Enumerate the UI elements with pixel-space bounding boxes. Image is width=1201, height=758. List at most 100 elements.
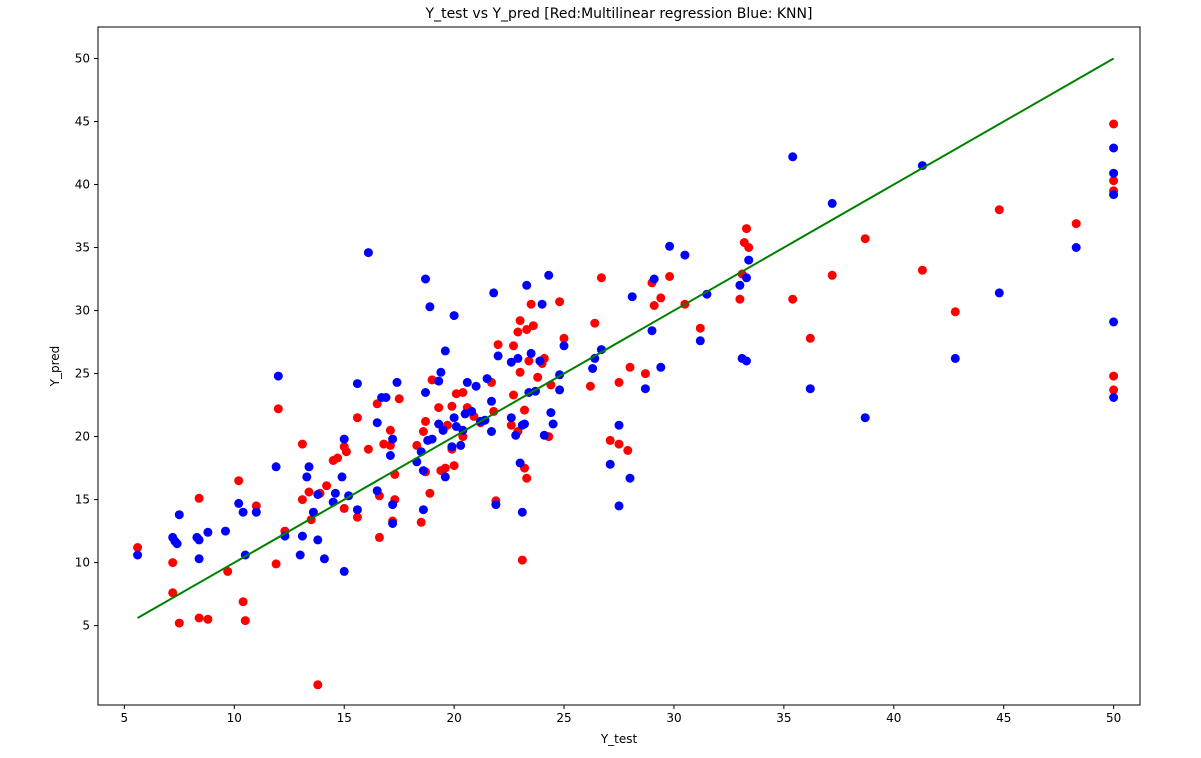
data-point xyxy=(434,376,444,386)
x-tick-label: 10 xyxy=(227,711,242,725)
data-point xyxy=(585,381,595,391)
data-point xyxy=(680,250,690,260)
data-point xyxy=(950,353,960,363)
data-point xyxy=(555,297,565,307)
data-point xyxy=(174,510,184,520)
data-point xyxy=(590,318,600,328)
data-point xyxy=(372,418,382,428)
reference-line xyxy=(137,57,1115,619)
data-point xyxy=(827,198,837,208)
data-point xyxy=(1109,385,1119,395)
data-point xyxy=(203,527,213,537)
data-point xyxy=(640,384,650,394)
data-point xyxy=(535,356,545,366)
data-point xyxy=(522,280,532,290)
data-point xyxy=(522,473,532,483)
data-point xyxy=(614,501,624,511)
data-point xyxy=(273,404,283,414)
data-point xyxy=(416,517,426,527)
data-point xyxy=(695,323,705,333)
data-point xyxy=(596,273,606,283)
series-1 xyxy=(133,143,1119,576)
data-point xyxy=(647,326,657,336)
chart-title: Y_test vs Y_pred [Red:Multilinear regres… xyxy=(425,6,813,22)
data-point xyxy=(950,307,960,317)
data-point xyxy=(372,486,382,496)
data-point xyxy=(238,597,248,607)
data-point xyxy=(458,388,468,397)
data-point xyxy=(412,440,422,450)
data-point xyxy=(352,505,362,515)
data-point xyxy=(304,487,314,497)
data-point xyxy=(1109,143,1119,153)
x-axis-label: Y_test xyxy=(600,732,638,746)
data-point xyxy=(388,519,398,528)
data-point xyxy=(788,294,798,304)
y-tick-label: 30 xyxy=(75,304,90,318)
data-point xyxy=(449,311,459,321)
data-point xyxy=(520,405,529,415)
data-point xyxy=(493,340,503,350)
data-point xyxy=(625,473,635,483)
data-point xyxy=(440,463,450,473)
data-point xyxy=(297,439,307,449)
data-point xyxy=(133,543,143,552)
data-point xyxy=(487,427,496,436)
data-point xyxy=(194,613,204,623)
data-point xyxy=(273,371,283,381)
data-point xyxy=(304,462,314,472)
data-point xyxy=(805,333,815,343)
data-point xyxy=(515,458,525,468)
data-point xyxy=(493,351,503,361)
data-point xyxy=(994,288,1004,298)
data-point xyxy=(506,357,516,367)
y-tick-label: 10 xyxy=(75,556,90,570)
data-point xyxy=(421,416,430,426)
data-point xyxy=(605,435,615,445)
data-point xyxy=(330,488,340,498)
data-point xyxy=(392,377,402,387)
data-point xyxy=(194,554,204,564)
data-point xyxy=(544,270,554,280)
data-point xyxy=(381,393,391,402)
data-point xyxy=(447,401,457,411)
data-point xyxy=(526,348,536,358)
data-point xyxy=(605,459,615,469)
data-point xyxy=(559,341,569,351)
data-point xyxy=(223,566,233,576)
data-point xyxy=(234,498,244,508)
data-point xyxy=(537,299,547,309)
data-point xyxy=(513,353,523,363)
data-point xyxy=(297,495,307,505)
data-point xyxy=(308,507,318,517)
data-point xyxy=(742,224,751,234)
data-point xyxy=(735,294,745,304)
data-point xyxy=(522,325,532,334)
data-point xyxy=(665,272,675,281)
data-point xyxy=(440,472,450,482)
data-point xyxy=(1109,317,1119,327)
data-point xyxy=(297,531,307,541)
data-point xyxy=(313,490,323,499)
data-point xyxy=(372,399,382,409)
data-point xyxy=(539,430,549,440)
data-point xyxy=(649,274,659,284)
data-point xyxy=(313,680,323,690)
data-point xyxy=(614,377,624,387)
data-point xyxy=(827,270,837,280)
x-tick-label: 40 xyxy=(886,711,901,725)
x-tick-label: 35 xyxy=(776,711,791,725)
data-point xyxy=(251,507,261,517)
data-point xyxy=(1071,243,1081,252)
data-point xyxy=(491,500,501,510)
data-point xyxy=(449,413,459,423)
plot-frame xyxy=(97,26,1141,706)
data-point xyxy=(744,255,754,265)
data-point xyxy=(511,430,521,440)
data-point xyxy=(665,241,675,251)
data-point xyxy=(506,420,516,430)
data-point xyxy=(614,439,624,449)
x-tick-label: 5 xyxy=(121,711,129,725)
